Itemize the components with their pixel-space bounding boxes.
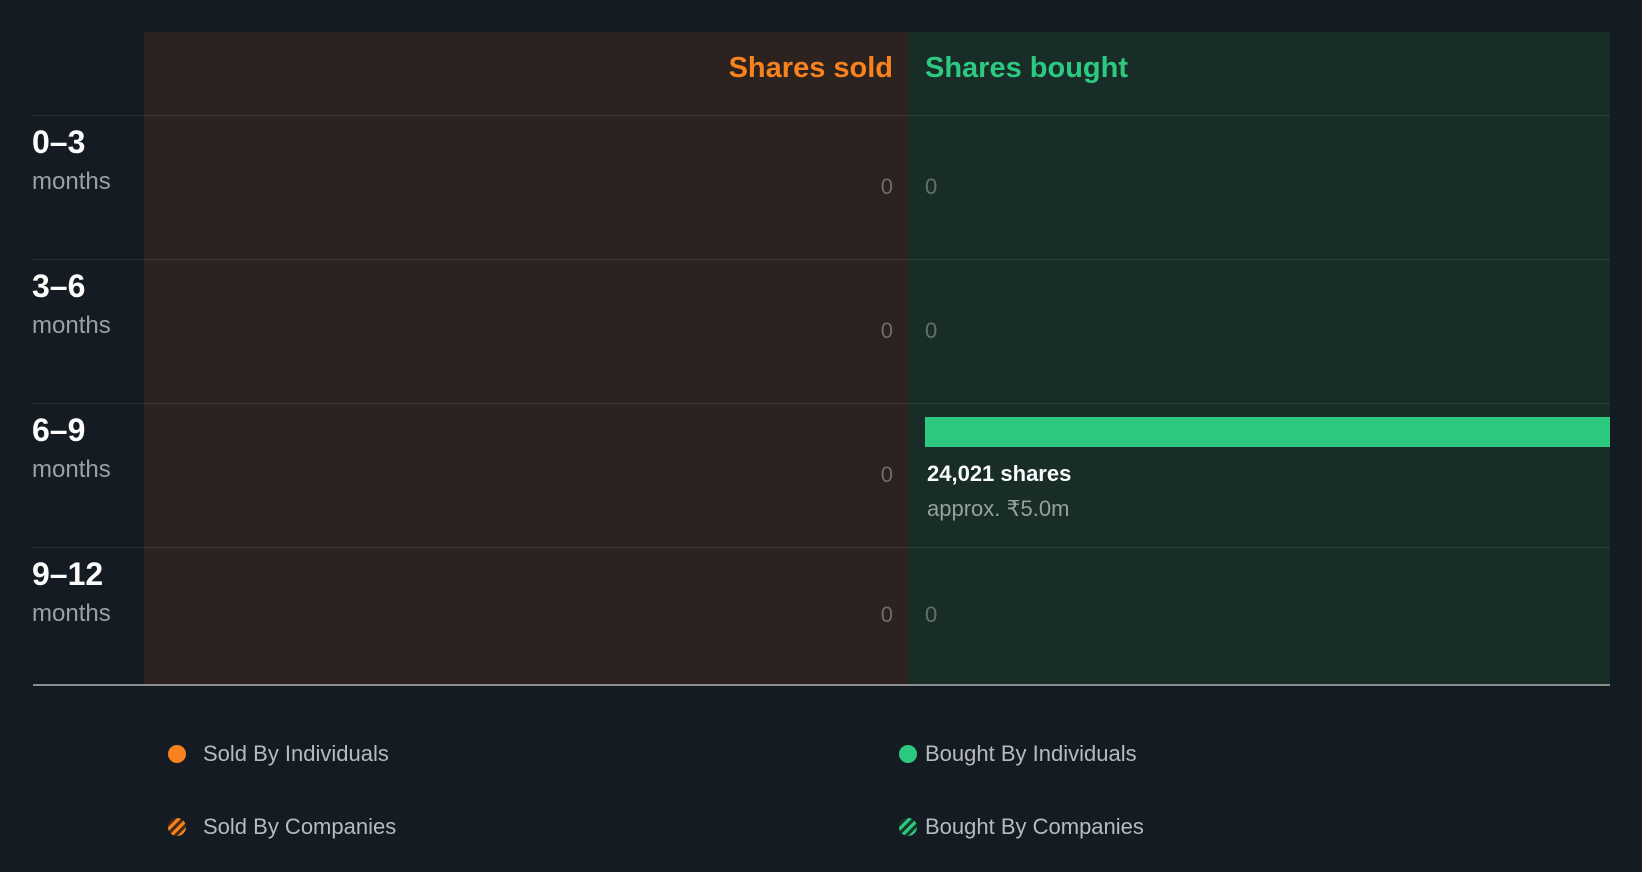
months-label: months (32, 312, 111, 339)
months-label: months (32, 600, 111, 627)
sold-companies-dot-icon (168, 818, 186, 836)
shares-bought-section (909, 32, 1610, 686)
shares-bought-header: Shares bought (925, 52, 1129, 84)
shares-sold-header: Shares sold (728, 52, 893, 84)
bought-individuals-dot-icon (899, 745, 917, 763)
months-label: months (32, 456, 111, 483)
legend-sold-companies[interactable]: Sold By Companies (203, 814, 397, 839)
months-label: months (32, 168, 111, 195)
sold-value: 0 (880, 174, 893, 199)
period-label: 6–9 (32, 412, 86, 448)
sold-value: 0 (880, 462, 893, 487)
bought-value: 0 (925, 602, 938, 627)
period-label: 0–3 (32, 124, 86, 160)
row-separator (33, 403, 1610, 404)
bought-value: 0 (925, 318, 938, 343)
bar-approx-label: approx. ₹5.0m (927, 496, 1070, 521)
sold-value: 0 (880, 318, 893, 343)
bar-shares-label: 24,021 shares (927, 461, 1072, 486)
sold-individuals-dot-icon (168, 745, 186, 763)
row-separator (33, 115, 1610, 116)
row-separator (33, 547, 1610, 548)
bought-bar[interactable] (925, 417, 1610, 447)
legend-bought-companies[interactable]: Bought By Companies (925, 814, 1144, 839)
legend-bought-individuals[interactable]: Bought By Individuals (925, 741, 1137, 766)
bought-companies-dot-icon (899, 818, 917, 836)
bought-value: 0 (925, 174, 938, 199)
legend-sold-individuals[interactable]: Sold By Individuals (203, 741, 389, 766)
period-label: 3–6 (32, 268, 86, 304)
shares-sold-section (144, 32, 909, 686)
chart-bottom-axis (33, 684, 1610, 686)
sold-value: 0 (880, 602, 893, 627)
period-label: 9–12 (32, 556, 104, 592)
row-separator (33, 259, 1610, 260)
